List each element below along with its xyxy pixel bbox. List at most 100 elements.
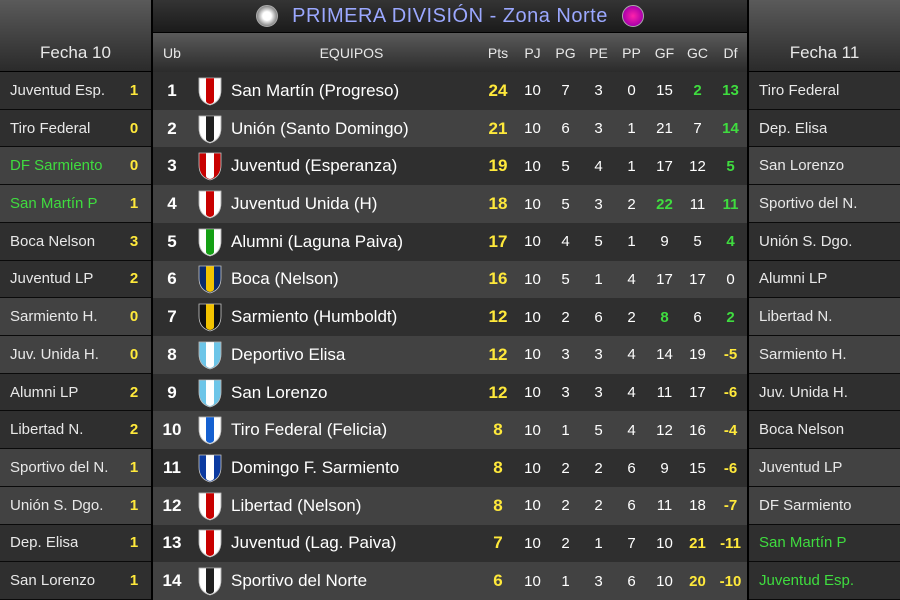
cell-pe: 3: [582, 384, 615, 401]
cell-pg: 3: [549, 346, 582, 363]
fixture-score: 1: [125, 497, 143, 514]
cell-pp: 2: [615, 309, 648, 326]
team-shield-icon: [191, 491, 229, 521]
right-fixtures: Fecha 11 Tiro Federal Dep. Elisa San Loren…: [749, 0, 900, 600]
fixture-score: 2: [125, 270, 143, 287]
cell-gf: 14: [648, 346, 681, 363]
fixture-team: Sarmiento H.: [759, 346, 847, 363]
cell-df: 2: [714, 309, 747, 326]
cell-pg: 1: [549, 573, 582, 590]
cell-pos: 14: [153, 571, 191, 591]
cell-pp: 6: [615, 460, 648, 477]
team-shield-icon: [191, 227, 229, 257]
fixture-team: Juventud LP: [759, 459, 842, 476]
fixture-row: Juventud Esp. 1: [0, 72, 151, 110]
fixture-row: Libertad N.2: [0, 411, 151, 449]
cell-gf: 11: [648, 384, 681, 401]
fixture-team: Dep. Elisa: [10, 534, 78, 551]
cell-gf: 10: [648, 573, 681, 590]
cell-team: Sarmiento (Humboldt): [229, 307, 480, 327]
cell-pe: 3: [582, 196, 615, 213]
title-bar: PRIMERA DIVISIÓN - Zona Norte: [153, 0, 747, 33]
cell-pj: 10: [516, 573, 549, 590]
fixture-team: Juventud Esp.: [759, 572, 854, 589]
cell-gf: 12: [648, 422, 681, 439]
league-logo-left-icon: [256, 5, 278, 27]
standings-panel: PRIMERA DIVISIÓN - Zona Norte Ub EQUIPOS…: [151, 0, 749, 600]
fixture-team: Juventud Esp.: [10, 82, 105, 99]
cell-pe: 2: [582, 497, 615, 514]
team-shield-icon: [191, 264, 229, 294]
team-shield-icon: [191, 189, 229, 219]
fixture-team: Boca Nelson: [10, 233, 95, 250]
fixture-team: Alumni LP: [759, 270, 827, 287]
cell-team: Domingo F. Sarmiento: [229, 458, 480, 478]
cell-pp: 6: [615, 573, 648, 590]
cell-pj: 10: [516, 120, 549, 137]
fixture-row: Dep. Elisa1: [0, 525, 151, 563]
fixture-row: San Martín P: [749, 525, 900, 563]
team-shield-icon: [191, 76, 229, 106]
cell-pos: 9: [153, 383, 191, 403]
cell-pg: 1: [549, 422, 582, 439]
header-pp: PP: [615, 45, 648, 61]
right-fixtures-title: Fecha 11: [749, 0, 900, 72]
cell-gc: 7: [681, 120, 714, 137]
fixture-row: Juventud Esp.: [749, 562, 900, 600]
cell-pts: 16: [480, 269, 516, 289]
fixture-row: Tiro Federal: [749, 72, 900, 110]
cell-df: 0: [714, 271, 747, 288]
cell-pj: 10: [516, 384, 549, 401]
cell-pj: 10: [516, 535, 549, 552]
cell-team: Alumni (Laguna Paiva): [229, 232, 480, 252]
table-row: 2Unión (Santo Domingo)211063121714: [153, 110, 747, 148]
header-gc: GC: [681, 45, 714, 61]
cell-pg: 5: [549, 271, 582, 288]
cell-df: -7: [714, 497, 747, 514]
header-pos: Ub: [153, 45, 191, 61]
cell-gc: 17: [681, 384, 714, 401]
cell-pg: 2: [549, 497, 582, 514]
fixture-row: San Lorenzo1: [0, 562, 151, 600]
header-df: Df: [714, 45, 747, 61]
cell-gc: 5: [681, 233, 714, 250]
cell-pe: 4: [582, 158, 615, 175]
cell-pos: 2: [153, 119, 191, 139]
fixture-row: Sarmiento H.0: [0, 298, 151, 336]
table-row: 8Deportivo Elisa12103341419-5: [153, 336, 747, 374]
header-team: EQUIPOS: [229, 45, 480, 61]
cell-pp: 1: [615, 233, 648, 250]
cell-pos: 8: [153, 345, 191, 365]
cell-pg: 7: [549, 82, 582, 99]
cell-pg: 2: [549, 460, 582, 477]
cell-pg: 5: [549, 158, 582, 175]
cell-pj: 10: [516, 82, 549, 99]
cell-df: -11: [714, 535, 747, 552]
table-row: 11Domingo F. Sarmiento810226915-6: [153, 449, 747, 487]
fixture-row: Juv. Unida H.0: [0, 336, 151, 374]
team-shield-icon: [191, 151, 229, 181]
fixture-team: Juv. Unida H.: [10, 346, 99, 363]
standings-layout: Fecha 10 Juventud Esp.1Tiro Federal0DF S…: [0, 0, 900, 600]
cell-team: San Lorenzo: [229, 383, 480, 403]
fixture-row: Sportivo del N.: [749, 185, 900, 223]
cell-pts: 8: [480, 458, 516, 478]
table-row: 1San Martín (Progreso)241073015213: [153, 72, 747, 110]
table-row: 3Juventud (Esperanza)191054117125: [153, 147, 747, 185]
fixture-row: San Lorenzo: [749, 147, 900, 185]
team-shield-icon: [191, 566, 229, 596]
cell-gc: 18: [681, 497, 714, 514]
fixture-row: Juventud LP: [749, 449, 900, 487]
cell-pos: 11: [153, 458, 191, 478]
fixture-team: Dep. Elisa: [759, 120, 827, 137]
cell-pos: 1: [153, 81, 191, 101]
header-pj: PJ: [516, 45, 549, 61]
cell-df: -10: [714, 573, 747, 590]
fixture-row: DF Sarmiento: [749, 487, 900, 525]
team-shield-icon: [191, 340, 229, 370]
fixture-score: 1: [125, 82, 143, 99]
cell-pts: 19: [480, 156, 516, 176]
cell-team: Unión (Santo Domingo): [229, 119, 480, 139]
cell-team: Sportivo del Norte: [229, 571, 480, 591]
cell-df: 14: [714, 120, 747, 137]
